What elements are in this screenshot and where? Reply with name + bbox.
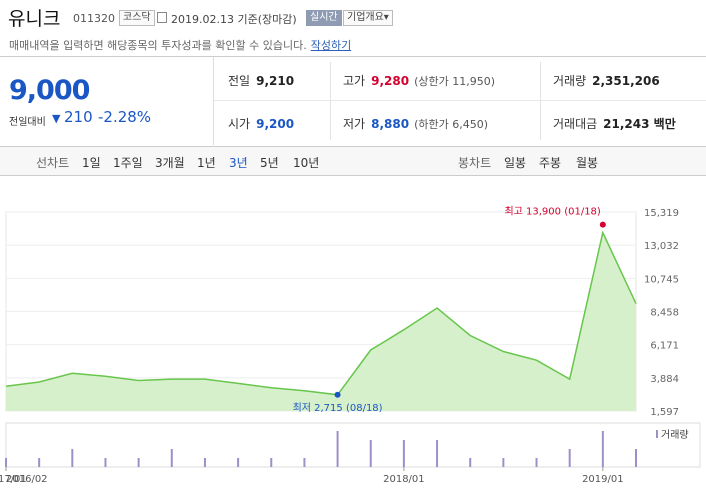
down-arrow-icon: ▼ (52, 112, 61, 125)
tab-5y[interactable]: 5년 (260, 156, 279, 170)
y-tick-label: 13,032 (644, 241, 679, 252)
tab-1w[interactable]: 1주일 (113, 156, 143, 170)
volume-legend-swatch (656, 430, 658, 438)
volume-bar (635, 449, 637, 467)
tab-3y[interactable]: 3년 (229, 156, 248, 170)
prev-close: 전일 9,210 (228, 74, 295, 88)
y-tick-label: 8,458 (650, 308, 679, 319)
volume-bar (303, 458, 306, 467)
current-price: 9,000 (9, 75, 90, 106)
volume-bar (104, 458, 107, 467)
tab-3m[interactable]: 3개월 (155, 156, 185, 170)
y-tick-label: 3,884 (650, 374, 679, 385)
line-chart-label: 선차트 (36, 156, 70, 170)
x-tick-label: 2019/01 (582, 474, 624, 485)
max-marker (599, 221, 606, 228)
divider (330, 62, 331, 140)
divider (0, 56, 706, 57)
max-label: 최고 13,900 (01/18) (504, 206, 600, 218)
divider (540, 62, 541, 140)
volume-bar (71, 449, 74, 467)
stock-header: 유니크 011320 코스닥 2019.02.13 기준(장마감) 실시간 기업… (0, 0, 706, 56)
y-tick-label: 10,745 (644, 274, 679, 285)
price-chart: 15,319 13,032 10,745 8,458 6,171 3,884 1,597 최고… (0, 206, 701, 485)
stock-name: 유니크 (8, 8, 61, 30)
low-price: 저가 8,880 (하한가 6,450) (343, 117, 488, 131)
x-tick-label: 2017/01 (0, 474, 27, 485)
volume-bar (436, 440, 439, 467)
divider (214, 100, 706, 101)
x-tick-label: 2016/02 (6, 474, 48, 485)
tab-1d[interactable]: 1일 (82, 156, 101, 170)
market-badge: 코스닥 (119, 10, 155, 26)
tab-weekly[interactable]: 주봉 (539, 156, 562, 170)
x-tick-label: 2018/01 (383, 474, 425, 485)
price-box: 9,000 전일대비 ▼ 210 -2.28% (0, 57, 214, 145)
min-marker (334, 391, 341, 398)
notice-text: 매매내역을 입력하면 해당종목의 투자성과를 확인할 수 있습니다. 작성하기 (9, 39, 352, 52)
change-percent: -2.28% (98, 108, 152, 126)
tab-monthly[interactable]: 월봉 (576, 156, 599, 170)
change-value: 210 (64, 108, 93, 126)
volume: 거래량 2,351,206 (553, 74, 660, 88)
volume-bar (170, 449, 173, 467)
price-area (6, 232, 636, 411)
y-tick-label: 15,319 (644, 208, 679, 219)
volume-bar (502, 458, 505, 467)
volume-bar (203, 458, 206, 467)
calendar-icon (157, 12, 167, 23)
open-price: 시가 9,200 (228, 117, 295, 131)
volume-bar (402, 440, 405, 467)
volume-bar (38, 458, 41, 467)
volume-bar (237, 458, 240, 467)
volume-frame (5, 422, 701, 468)
tab-10y[interactable]: 10년 (293, 156, 320, 170)
high-price: 고가 9,280 (상한가 11,950) (343, 74, 495, 88)
y-tick-label: 1,597 (650, 407, 679, 418)
trade-amount: 거래대금 21,243 백만 (553, 117, 676, 131)
volume-bar (601, 431, 604, 467)
tab-daily[interactable]: 일봉 (504, 156, 527, 170)
volume-bar (568, 449, 571, 467)
volume-bar (336, 431, 339, 467)
volume-bar (137, 458, 140, 467)
y-tick-label: 6,171 (650, 341, 679, 352)
company-overview-dropdown[interactable]: 기업개요▾ (343, 10, 393, 26)
volume-bar (270, 458, 273, 467)
tab-1y[interactable]: 1년 (197, 156, 216, 170)
min-label: 최저 2,715 (08/18) (293, 402, 383, 414)
volume-bar (369, 440, 372, 467)
volume-bar (535, 458, 538, 467)
realtime-button[interactable]: 실시간 (306, 10, 342, 26)
base-date: 2019.02.13 기준(장마감) (171, 13, 297, 26)
volume-legend: 거래량 (661, 429, 689, 441)
volume-bar (5, 458, 7, 467)
chart-tabbar: 선차트 1일 1주일 3개월 1년 3년 5년 10년 봉차트 일봉 주봉 월봉 (0, 146, 706, 176)
price-line (5, 230, 637, 396)
volume-bar (469, 458, 472, 467)
stock-code: 011320 (73, 12, 115, 25)
write-link[interactable]: 작성하기 (310, 39, 352, 52)
candle-chart-label: 봉차트 (458, 156, 492, 170)
change-label: 전일대비 (9, 117, 46, 128)
